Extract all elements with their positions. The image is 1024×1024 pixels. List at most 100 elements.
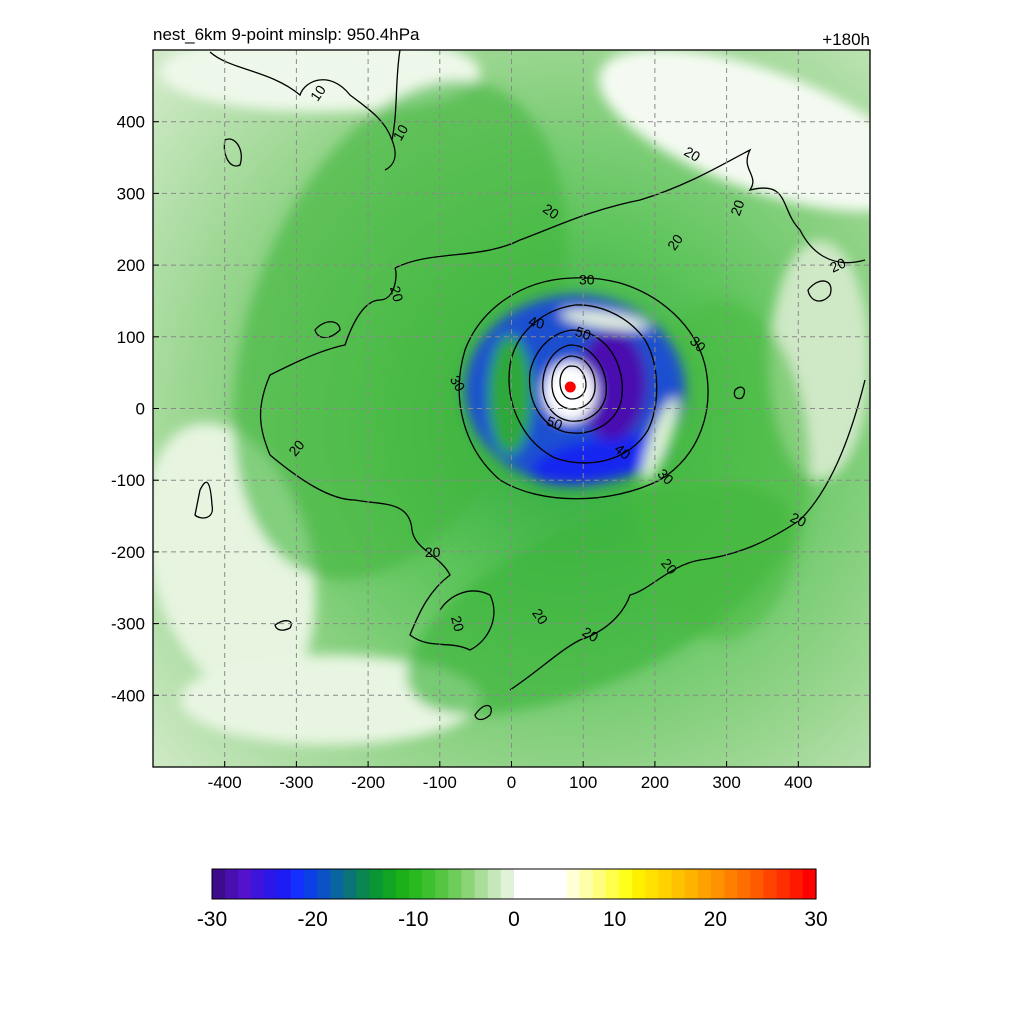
colorbar-cell — [408, 869, 423, 899]
colorbar-cell — [553, 869, 568, 899]
contour-label: 50 — [573, 323, 593, 343]
colorbar-cell — [225, 869, 239, 899]
y-tick-label: 100 — [117, 328, 145, 347]
colorbar-cell — [724, 869, 738, 899]
colorbar-cell — [212, 869, 226, 899]
colorbar-tick-label: 30 — [804, 908, 827, 931]
contour-line — [274, 620, 292, 631]
x-tick-label: 100 — [569, 773, 597, 792]
green-band — [233, 80, 567, 580]
colorbar-frame — [211, 868, 817, 900]
contour-label-text: 30 — [579, 271, 595, 287]
white-arc — [641, 397, 679, 483]
x-tick-label: 400 — [784, 773, 812, 792]
colorbar-cell — [619, 869, 633, 899]
blue-spiral — [530, 435, 670, 485]
contour-label: 20 — [727, 197, 747, 217]
colorbar-cell — [527, 869, 541, 899]
contour-line — [394, 148, 866, 269]
colorbar-cell — [632, 869, 646, 899]
colorbar-cell — [763, 869, 778, 899]
contour-label-text: 10 — [390, 122, 412, 144]
contour-label-text: 20 — [580, 624, 602, 646]
contour-label: 20 — [387, 284, 407, 303]
colorbar-cell — [251, 869, 266, 899]
colorbar-cell — [737, 869, 751, 899]
contour-label: 40 — [527, 313, 546, 333]
contour-line — [314, 321, 341, 339]
contour-label: 10 — [390, 122, 412, 144]
colorbar-cell — [382, 869, 397, 899]
colorbar: -30 -20 -10 0 10 20 30 — [197, 868, 828, 931]
contour-label-text: 20 — [448, 614, 468, 633]
colorbar-tick-label: 20 — [704, 908, 727, 931]
storm-center-marker — [564, 381, 576, 393]
contour-line — [807, 280, 832, 302]
x-axis-ticks: -400 -300 -200 -100 0 100 200 300 400 — [208, 761, 812, 792]
y-tick-label: 0 — [136, 400, 145, 419]
contour-label-text: 20 — [681, 143, 703, 165]
colorbar-tick-label: -20 — [297, 908, 327, 931]
colorbar-cell — [277, 869, 292, 899]
colorbar-cells — [212, 869, 817, 899]
y-tick-label: -200 — [111, 543, 145, 562]
colorbar-ticks: -30 -20 -10 0 10 20 30 — [197, 908, 828, 931]
x-tick-label: 200 — [641, 773, 669, 792]
colorbar-cell — [592, 869, 607, 899]
colorbar-cell — [343, 869, 358, 899]
grid-lines — [153, 50, 870, 767]
contour-line — [259, 267, 397, 456]
contour-line — [542, 344, 608, 422]
colorbar-cell — [303, 869, 318, 899]
contour-label-text: 20 — [387, 284, 407, 303]
x-tick-label: -200 — [351, 773, 385, 792]
contour-line — [559, 365, 587, 400]
contour-line — [269, 454, 495, 651]
colorbar-cell — [395, 869, 410, 899]
colorbar-cell — [435, 869, 449, 899]
contour-line — [458, 277, 709, 500]
colorbar-cell — [461, 869, 476, 899]
colorbar-cell — [317, 869, 331, 899]
colorbar-cell — [710, 869, 725, 899]
contour-label-text: 20 — [788, 509, 809, 530]
white-band — [180, 655, 480, 745]
colorbar-cell — [500, 869, 515, 899]
colorbar-cell — [369, 869, 384, 899]
colorbar-cell — [238, 869, 252, 899]
contour-label-text: 40 — [527, 313, 546, 333]
x-tick-label: -300 — [279, 773, 313, 792]
y-tick-label: 200 — [117, 256, 145, 275]
colorbar-cell — [645, 869, 660, 899]
colorbar-cell — [684, 869, 699, 899]
colorbar-tick-label: -30 — [197, 908, 227, 931]
contour-line — [474, 704, 492, 721]
colorbar-cell — [605, 869, 620, 899]
colorbar-tick-label: 10 — [603, 908, 626, 931]
contour-line — [509, 379, 866, 691]
contour-label-text: 30 — [447, 373, 469, 395]
y-tick-label: 300 — [117, 184, 145, 203]
contour-label-text: 50 — [573, 323, 593, 343]
x-tick-label: -400 — [208, 773, 242, 792]
contour-label: 50 — [544, 413, 564, 433]
contour-label: 20 — [580, 624, 602, 646]
contour-label: 20 — [448, 614, 468, 633]
colorbar-cell — [474, 869, 489, 899]
colorbar-cell — [487, 869, 502, 899]
chart-title: nest_6km 9-point minslp: 950.4hPa — [153, 25, 420, 44]
colorbar-cell — [356, 869, 371, 899]
y-tick-label: -100 — [111, 471, 145, 490]
colorbar-cell — [697, 869, 712, 899]
contour-label: 30 — [447, 373, 469, 395]
colorbar-cell — [540, 869, 554, 899]
x-tick-label: -100 — [423, 773, 457, 792]
contour-label: 30 — [579, 271, 595, 287]
storm-center-dot — [564, 381, 576, 393]
contour-label: 20 — [425, 544, 441, 560]
colorbar-tick-label: 0 — [508, 908, 520, 931]
colorbar-tick-label: -10 — [398, 908, 428, 931]
x-tick-label: 300 — [712, 773, 740, 792]
contour-label-text: 20 — [727, 197, 747, 217]
contour-line — [733, 386, 746, 400]
